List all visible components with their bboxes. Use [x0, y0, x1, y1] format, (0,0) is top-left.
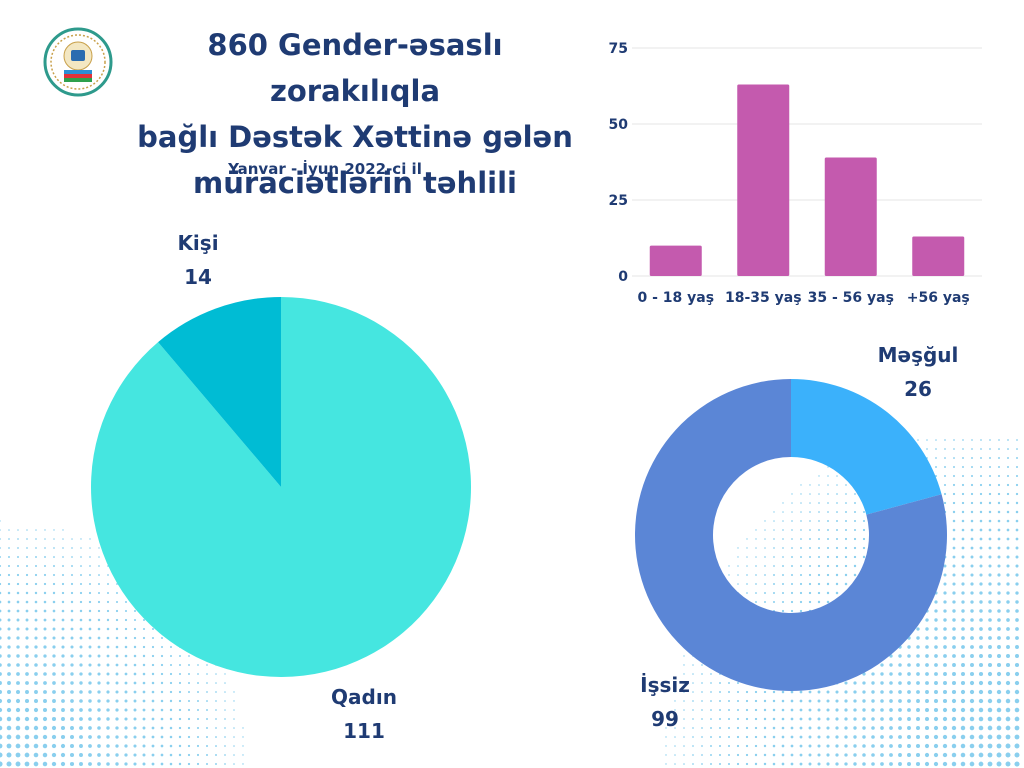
- donut-label-employed: Məşğul 26: [858, 338, 978, 406]
- pie-label-male-value: 14: [184, 265, 212, 289]
- donut-label-unemployed: İşsiz 99: [610, 668, 720, 736]
- pie-label-female-name: Qadın: [331, 685, 397, 709]
- bar-x-tick-label: +56 yaş: [907, 290, 970, 306]
- pie-label-female-value: 111: [343, 719, 385, 743]
- bar-3: [824, 157, 877, 276]
- bar-1: [649, 245, 702, 276]
- page-title-line: müraciətlərin təhlili: [193, 166, 517, 200]
- bar-y-tick-label: 25: [609, 193, 628, 209]
- pie-label-male: Kişi 14: [148, 226, 248, 294]
- bar-x-tick-label: 35 - 56 yaş: [808, 290, 894, 306]
- bar-y-tick-label: 75: [609, 41, 628, 57]
- donut-slice-employed: [791, 379, 942, 515]
- page-title: 860 Gender-əsaslı zorakılıqla bağlı Dəst…: [120, 22, 590, 206]
- pie-slice-female: [91, 297, 472, 678]
- bar-y-tick-label: 0: [618, 269, 628, 285]
- organization-logo: [43, 27, 113, 97]
- donut-label-employed-value: 26: [904, 377, 932, 401]
- bar-x-tick-label: 0 - 18 yaş: [637, 290, 714, 306]
- pie-label-female: Qadın 111: [304, 680, 424, 748]
- pie-label-male-name: Kişi: [177, 231, 219, 255]
- bar-x-tick-label: 18-35 yaş: [725, 290, 802, 306]
- bar-4: [912, 236, 965, 276]
- donut-label-unemployed-name: İşsiz: [640, 673, 690, 697]
- donut-label-employed-name: Məşğul: [877, 343, 959, 367]
- pie-slice-male: [158, 297, 281, 487]
- donut-slice-unemployed: [635, 379, 947, 692]
- bar-2: [737, 84, 790, 276]
- page-title-line: bağlı Dəstək Xəttinə gələn: [137, 120, 573, 154]
- bar-y-tick-label: 50: [609, 117, 629, 133]
- page-title-line: 860 Gender-əsaslı zorakılıqla: [207, 28, 503, 108]
- donut-label-unemployed-value: 99: [651, 707, 679, 731]
- page-subtitle: Yanvar - İyun 2022-ci il: [228, 160, 422, 178]
